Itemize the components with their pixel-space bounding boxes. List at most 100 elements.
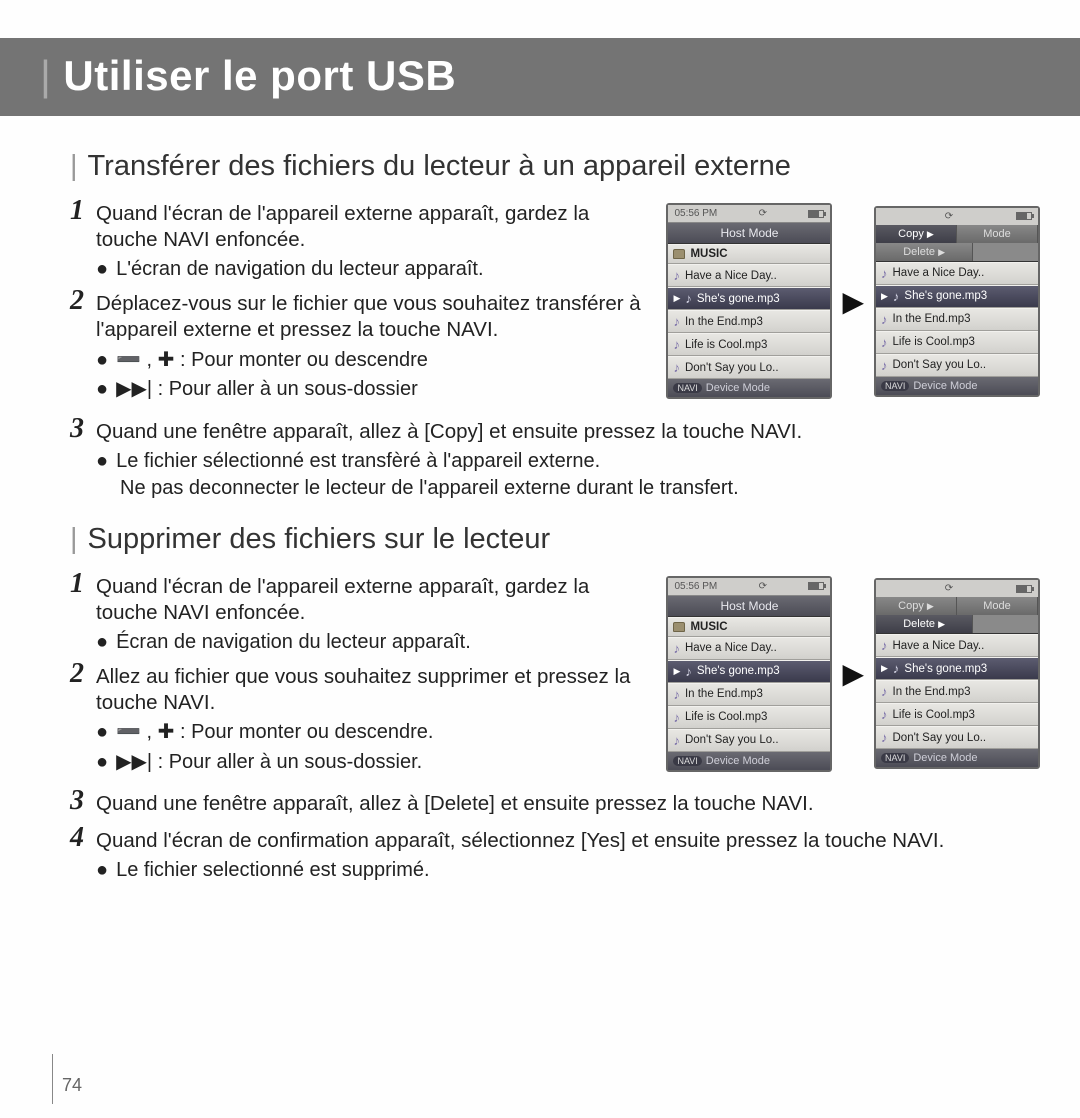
- bullet-text: Écran de navigation du lecteur apparaît.: [116, 630, 648, 656]
- step-bullet: ●▶▶| : Pour aller à un sous-dossier: [96, 377, 648, 403]
- tab-mode: Mode: [957, 597, 1038, 615]
- item-label: She's gone.mp3: [697, 293, 780, 305]
- step-text: Quand l'écran de l'appareil externe appa…: [96, 574, 648, 626]
- item-label: Life is Cool.mp3: [685, 339, 767, 351]
- section1-screens: 05:56 PM⟳ Host Mode MUSIC ♪Have a Nice D…: [666, 201, 1040, 399]
- section2-title-text: Supprimer des fichiers sur le lecteur: [88, 523, 551, 555]
- s1-step2: 2 Déplacez-vous sur le fichier que vous …: [70, 291, 648, 403]
- bullet-text: L'écran de navigation du lecteur apparaî…: [116, 257, 648, 283]
- note-icon: ♪: [673, 268, 680, 283]
- bullet-text: ▶▶| : Pour aller à un sous-dossier: [116, 377, 648, 403]
- step-number: 3: [70, 413, 84, 445]
- section2-row: 1 Quand l'écran de l'appareil externe ap…: [70, 574, 1040, 784]
- list-item: ♪Don't Say you Lo..: [876, 354, 1038, 377]
- title-text: Utiliser le port USB: [63, 52, 456, 99]
- s2-step1: 1 Quand l'écran de l'appareil externe ap…: [70, 574, 648, 656]
- s2-step2: 2 Allez au fichier que vous souhaitez su…: [70, 664, 648, 776]
- list-item: ♪Life is Cool.mp3: [876, 331, 1038, 354]
- list-item: MUSIC: [668, 244, 830, 264]
- list-item: ♪ Don't Say you Lo..: [668, 356, 830, 379]
- step-bullet: ●Le fichier selectionné est supprimé.: [96, 858, 1040, 884]
- step-number: 2: [70, 658, 84, 690]
- tab-copy: Copy ▶: [876, 225, 957, 243]
- s2-step4: 4 Quand l'écran de confirmation apparaît…: [70, 828, 1040, 884]
- device-time: 05:56 PM: [674, 208, 717, 219]
- s2-step3: 3 Quand une fenêtre apparaît, allez à [D…: [70, 791, 1040, 817]
- device-screenshot-delete: ⟳ Copy ▶ Mode Delete ▶ ♪Have a Nice Day.…: [874, 578, 1040, 769]
- device-tabbar: Copy ▶ Mode: [876, 225, 1038, 243]
- step-text: Quand une fenêtre apparaît, allez à [Cop…: [96, 419, 1040, 445]
- section1-title: | Transférer des fichiers du lecteur à un…: [70, 150, 1040, 183]
- bullet-text: ▶▶| : Pour aller à un sous-dossier.: [116, 750, 648, 776]
- left-rule: [52, 1054, 53, 1104]
- bullet-text: Le fichier selectionné est supprimé.: [116, 858, 1040, 884]
- step-bullet: ●▶▶| : Pour aller à un sous-dossier.: [96, 750, 648, 776]
- navi-pill: NAVI: [673, 383, 701, 393]
- section2-title: | Supprimer des fichiers sur le lecteur: [70, 523, 1040, 556]
- tab-delete: Delete ▶: [876, 243, 973, 261]
- device-screenshot-copy: ⟳ Copy ▶ Mode Delete ▶ ♪Have a Nice Day.…: [874, 206, 1040, 397]
- step-text: Quand l'écran de confirmation apparaît, …: [96, 828, 1040, 854]
- step-text: Quand une fenêtre apparaît, allez à [Del…: [96, 791, 1040, 817]
- bullet-text: ➖ , ✚ : Pour monter ou descendre: [116, 348, 648, 374]
- device-footer-label: Device Mode: [706, 382, 770, 394]
- step-number: 4: [70, 822, 84, 854]
- s1-step3: 3 Quand une fenêtre apparaît, allez à [C…: [70, 419, 1040, 501]
- step-bullet: ●L'écran de navigation du lecteur appara…: [96, 257, 648, 283]
- device-screenshot-host2: 05:56 PM⟳ Host Mode MUSIC ♪Have a Nice D…: [666, 576, 832, 772]
- section1-steps: 1 Quand l'écran de l'appareil externe ap…: [70, 201, 648, 411]
- tab-copy: Copy ▶: [876, 597, 957, 615]
- list-item: ♪ Have a Nice Day..: [668, 264, 830, 287]
- step-note: Ne pas deconnecter le lecteur de l'appar…: [96, 475, 1040, 501]
- step-number: 1: [70, 195, 84, 227]
- title-pipe: |: [40, 52, 51, 99]
- step-number: 2: [70, 285, 84, 317]
- bullet-text: ➖ , ✚ : Pour monter ou descendre.: [116, 720, 648, 746]
- device-screenshot-host: 05:56 PM⟳ Host Mode MUSIC ♪Have a Nice D…: [666, 203, 832, 399]
- folder-icon: [673, 249, 685, 259]
- step-bullet: ●Écran de navigation du lecteur apparaît…: [96, 630, 648, 656]
- device-tabbar2: Delete ▶: [876, 243, 1038, 262]
- step-text: Allez au fichier que vous souhaitez supp…: [96, 664, 648, 716]
- note-icon: ♪: [673, 360, 680, 375]
- arrow-icon: ▶: [842, 657, 864, 690]
- section2-steps: 1 Quand l'écran de l'appareil externe ap…: [70, 574, 648, 784]
- list-item-selected: ▶♪She's gone.mp3: [876, 285, 1038, 308]
- item-label: Don't Say you Lo..: [685, 362, 779, 374]
- page-title: | Utiliser le port USB: [40, 52, 1040, 100]
- battery-icon: [1016, 212, 1032, 220]
- page-header: | Utiliser le port USB: [0, 38, 1080, 116]
- bullet-text: Le fichier sélectionné est transfèré à l…: [116, 449, 1040, 475]
- item-label: In the End.mp3: [685, 316, 763, 328]
- section2-screens: 05:56 PM⟳ Host Mode MUSIC ♪Have a Nice D…: [666, 574, 1040, 772]
- step-text: Déplacez-vous sur le fichier que vous so…: [96, 291, 648, 343]
- step-bullet: ●➖ , ✚ : Pour monter ou descendre: [96, 348, 648, 374]
- battery-icon: [808, 210, 824, 218]
- step-number: 1: [70, 568, 84, 600]
- tab-mode: Mode: [957, 225, 1038, 243]
- content-area: | Transférer des fichiers du lecteur à un…: [0, 116, 1080, 883]
- item-label: MUSIC: [690, 248, 727, 260]
- list-item: ♪In the End.mp3: [876, 308, 1038, 331]
- section1-row: 1 Quand l'écran de l'appareil externe ap…: [70, 201, 1040, 411]
- section1-pipe: |: [70, 150, 78, 182]
- list-item: ♪ Life is Cool.mp3: [668, 333, 830, 356]
- note-icon: ♪: [673, 337, 680, 352]
- arrow-icon: ▶: [842, 285, 864, 318]
- item-label: Have a Nice Day..: [685, 270, 777, 282]
- list-item-selected: ▶♪She's gone.mp3: [668, 287, 830, 310]
- list-item: ♪Have a Nice Day..: [876, 262, 1038, 285]
- note-icon: ♪: [673, 314, 680, 329]
- section1-title-text: Transférer des fichiers du lecteur à un …: [88, 150, 791, 182]
- list-item: ♪ In the End.mp3: [668, 310, 830, 333]
- tab-delete: Delete ▶: [876, 615, 973, 633]
- s1-step1: 1 Quand l'écran de l'appareil externe ap…: [70, 201, 648, 283]
- step-bullet: ●Le fichier sélectionné est transfèré à …: [96, 449, 1040, 475]
- step-number: 3: [70, 785, 84, 817]
- page-number: 74: [62, 1075, 82, 1096]
- step-text: Quand l'écran de l'appareil externe appa…: [96, 201, 648, 253]
- note-icon: ♪: [685, 291, 692, 306]
- device-mode-label: Host Mode: [668, 222, 830, 244]
- step-bullet: ●➖ , ✚ : Pour monter ou descendre.: [96, 720, 648, 746]
- section2-pipe: |: [70, 523, 78, 555]
